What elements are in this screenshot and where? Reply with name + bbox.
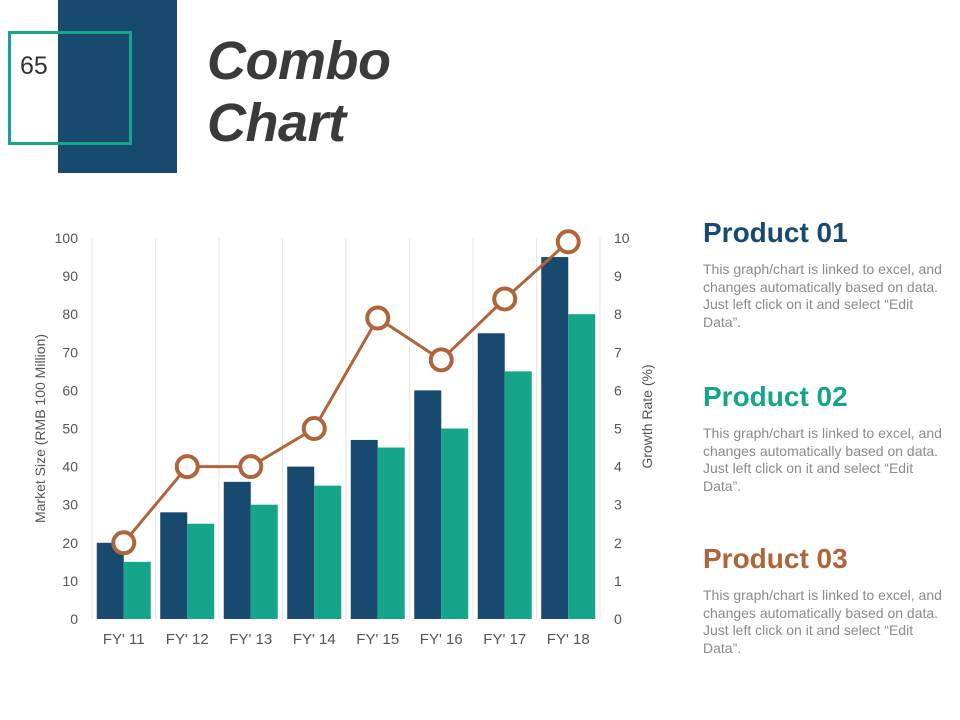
- y-tick-label: 60: [62, 382, 78, 398]
- x-tick-label: FY' 17: [483, 631, 526, 648]
- y2-tick-label: 3: [614, 497, 622, 513]
- bar-product-02: [187, 523, 215, 619]
- growth-point: [238, 454, 264, 480]
- bar-product-01: [350, 439, 378, 619]
- x-tick-label: FY' 14: [293, 631, 336, 648]
- bar-product-01: [223, 481, 251, 619]
- y2-tick-label: 4: [614, 459, 622, 475]
- y-tick-label: 90: [62, 268, 78, 284]
- growth-point: [174, 454, 200, 480]
- product-03-title: Product 03: [703, 543, 848, 574]
- y2-tick-label: 5: [614, 421, 622, 437]
- x-tick-label: FY' 16: [420, 631, 463, 648]
- header-frame: [8, 31, 132, 145]
- bar-product-01: [160, 512, 188, 619]
- y2-tick-label: 2: [614, 535, 622, 551]
- y-axis-title: Market Size (RMB 100 Million): [32, 334, 48, 523]
- bar-product-01: [541, 257, 569, 619]
- combo-chart: 0 10 20 30 40 50 60 70 80 90 100 0 1 2 3 4 5 6 7 8 9 10 Market…: [32, 229, 655, 648]
- y-tick-label: 80: [62, 306, 78, 322]
- y2-tick-label: 10: [614, 230, 630, 246]
- title-line-1: Combo: [207, 31, 391, 91]
- x-tick-label: FY' 11: [103, 631, 145, 648]
- title-line-2: Chart: [207, 93, 346, 153]
- y-tick-label: 10: [62, 573, 78, 589]
- bar-product-01: [96, 542, 124, 619]
- growth-point: [428, 347, 454, 373]
- bar-product-02: [123, 561, 151, 619]
- bar-product-02: [568, 314, 596, 619]
- y2-tick-label: 1: [614, 573, 622, 589]
- page-number: 65: [20, 52, 48, 80]
- y2-tick-label: 8: [614, 306, 622, 322]
- slide-title: Combo Chart: [207, 30, 391, 154]
- x-tick-label: FY' 13: [229, 631, 272, 648]
- product-02-title: Product 02: [703, 381, 848, 412]
- growth-point: [492, 286, 518, 312]
- product-02-block: Product 02 This graph/chart is linked to…: [703, 381, 943, 495]
- x-tick-label: FY' 15: [356, 631, 399, 648]
- product-02-text: This graph/chart is linked to excel, and…: [703, 425, 942, 494]
- y-tick-label: 70: [62, 344, 78, 360]
- product-01-block: Product 01 This graph/chart is linked to…: [703, 217, 943, 331]
- growth-point: [301, 416, 327, 441]
- y2-tick-label: 0: [614, 611, 622, 627]
- growth-point: [365, 305, 391, 331]
- bar-product-02: [441, 428, 469, 619]
- bar-product-02: [314, 485, 342, 619]
- product-01-title: Product 01: [703, 217, 848, 248]
- bar-product-02: [377, 447, 405, 619]
- y-tick-label: 20: [62, 535, 78, 551]
- growth-point: [555, 229, 581, 255]
- bar-product-02: [250, 504, 278, 619]
- product-01-text: This graph/chart is linked to excel, and…: [703, 261, 942, 330]
- bar-product-01: [414, 390, 442, 619]
- bar-product-01: [287, 466, 315, 619]
- y-tick-label: 40: [62, 459, 78, 475]
- x-tick-label: FY' 18: [547, 631, 590, 648]
- bar-product-01: [477, 333, 505, 619]
- y2-tick-label: 9: [614, 268, 622, 284]
- y-tick-label: 100: [55, 230, 79, 246]
- y2-tick-label: 6: [614, 382, 622, 398]
- growth-point: [111, 530, 137, 556]
- y-tick-label: 50: [62, 421, 78, 437]
- y-tick-label: 0: [70, 611, 78, 627]
- y2-axis-title: Growth Rate (%): [639, 364, 655, 468]
- product-03-block: Product 03 This graph/chart is linked to…: [703, 543, 943, 657]
- product-03-text: This graph/chart is linked to excel, and…: [703, 587, 942, 656]
- bar-product-02: [504, 371, 532, 619]
- y-tick-label: 30: [62, 497, 78, 513]
- y2-tick-label: 7: [614, 344, 622, 360]
- x-tick-label: FY' 12: [166, 631, 209, 648]
